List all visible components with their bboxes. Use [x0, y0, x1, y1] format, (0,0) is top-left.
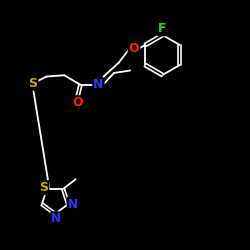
- Text: S: S: [28, 77, 38, 90]
- Text: F: F: [158, 22, 167, 35]
- Text: O: O: [128, 42, 139, 55]
- Text: S: S: [40, 181, 48, 194]
- Text: O: O: [72, 96, 83, 109]
- Text: N: N: [51, 212, 61, 225]
- Text: N: N: [68, 198, 78, 211]
- Text: N: N: [93, 78, 104, 91]
